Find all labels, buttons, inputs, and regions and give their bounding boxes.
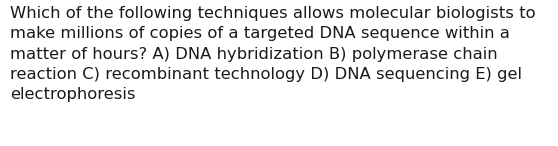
Text: Which of the following techniques allows molecular biologists to
make millions o: Which of the following techniques allows…	[10, 6, 536, 102]
